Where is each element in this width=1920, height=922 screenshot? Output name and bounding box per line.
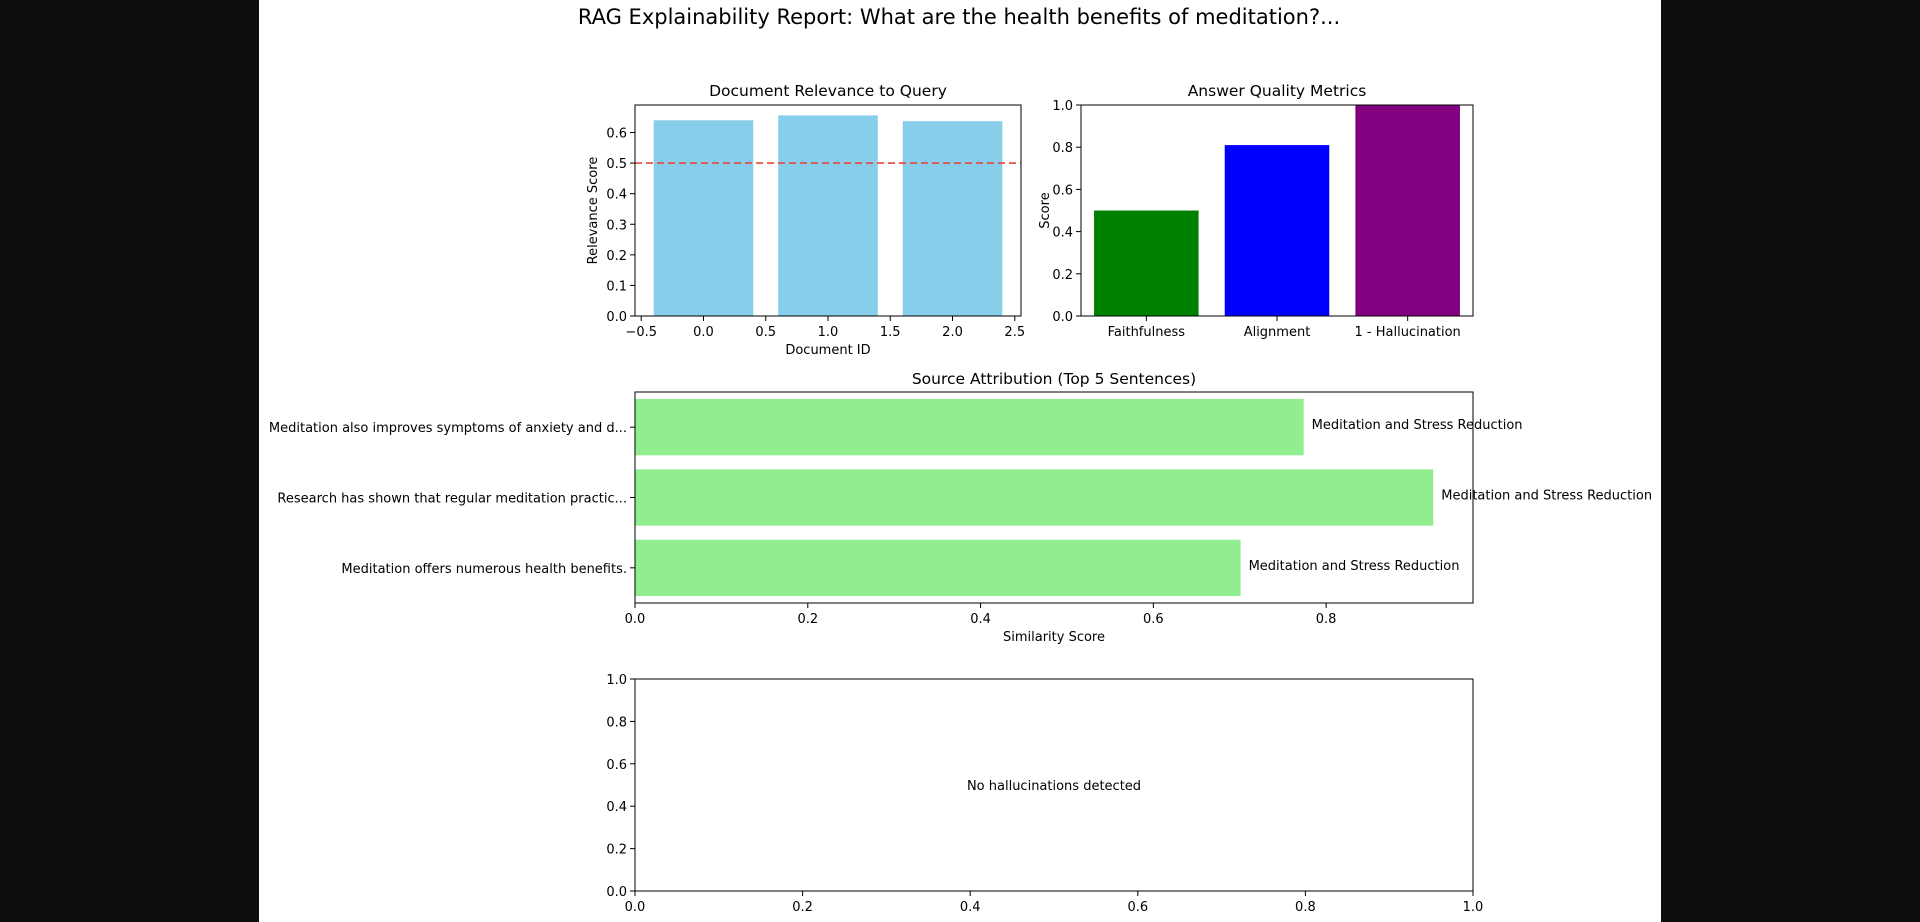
attribution-xtick-label: 0.0 — [625, 612, 646, 627]
hallucination-ytick-label: 0.4 — [606, 800, 627, 815]
relevance-ylabel: Relevance Score — [586, 157, 601, 265]
hallucination-ytick-label: 0.2 — [606, 843, 627, 858]
quality-category-label: Faithfulness — [1108, 325, 1186, 340]
attribution-xtick-label: 0.8 — [1316, 612, 1337, 627]
relevance-ytick-label: 0.0 — [606, 310, 627, 325]
quality-category-label: 1 - Hallucination — [1355, 325, 1461, 340]
hallucination-xtick-label: 1.0 — [1463, 900, 1484, 915]
hallucination-ytick-label: 0.8 — [606, 715, 627, 730]
quality-ytick-label: 1.0 — [1052, 99, 1073, 114]
relevance-xtick-label: 0.0 — [693, 325, 714, 340]
relevance-ytick-label: 0.3 — [606, 218, 627, 233]
quality-ytick-label: 0.4 — [1052, 226, 1073, 241]
quality-bar — [1224, 145, 1330, 316]
attribution-xtick-label: 0.2 — [797, 612, 818, 627]
relevance-title: Document Relevance to Query — [709, 82, 947, 100]
attribution-xlabel: Similarity Score — [1003, 630, 1105, 645]
relevance-ytick-label: 0.5 — [606, 157, 627, 172]
figure-svg: RAG Explainability Report: What are the … — [269, 5, 1652, 915]
relevance-ytick-label: 0.4 — [606, 188, 627, 203]
relevance-xtick-label: 1.5 — [880, 325, 901, 340]
relevance-xtick-label: 2.0 — [942, 325, 963, 340]
quality-ytick-label: 0.0 — [1052, 310, 1073, 325]
relevance-ytick-label: 0.6 — [606, 127, 627, 142]
attribution-plot-frame — [634, 391, 1474, 604]
quality-ytick-label: 0.8 — [1052, 141, 1073, 156]
hallucination-ytick-label: 1.0 — [606, 673, 627, 688]
hallucination-xtick-label: 0.6 — [1127, 900, 1148, 915]
relevance-xlabel: Document ID — [785, 343, 870, 358]
quality-ytick-label: 0.2 — [1052, 268, 1073, 283]
attribution-xtick-label: 0.4 — [970, 612, 991, 627]
relevance-xtick-label: 1.0 — [818, 325, 839, 340]
figure-canvas: RAG Explainability Report: What are the … — [259, 0, 1661, 922]
quality-bar — [1094, 210, 1199, 316]
relevance-bar — [902, 121, 1003, 316]
hallucination-xtick-label: 0.4 — [960, 900, 981, 915]
hallucination-xtick-label: 0.0 — [625, 900, 646, 915]
quality-ytick-label: 0.6 — [1052, 183, 1073, 198]
relevance-ytick-label: 0.1 — [606, 279, 627, 294]
relevance-chart: −0.5 0.0 0.5 1.0 1.5 2.0 2.50.00.10.20.30.40.5… — [586, 82, 1025, 358]
attribution-title: Source Attribution (Top 5 Sentences) — [912, 370, 1196, 388]
attribution-sentence-label: Research has shown that regular meditati… — [277, 492, 627, 507]
attribution-source-label: Meditation and Stress Reduction — [1312, 418, 1523, 433]
attribution-source-label: Meditation and Stress Reduction — [1249, 559, 1460, 574]
relevance-xtick-label: 2.5 — [1004, 325, 1025, 340]
attribution-bar — [635, 469, 1434, 526]
quality-bar — [1355, 105, 1460, 316]
hallucination-ytick-label: 0.6 — [606, 758, 627, 773]
relevance-bar — [653, 120, 754, 316]
hallucination-xtick-label: 0.8 — [1295, 900, 1316, 915]
hallucination-ytick-label: 0.0 — [606, 885, 627, 900]
source-attribution-chart: Meditation also improves symptoms of anx… — [269, 370, 1652, 645]
relevance-bar — [778, 115, 878, 317]
hallucination-xtick-label: 0.2 — [792, 900, 813, 915]
attribution-sentence-label: Meditation also improves symptoms of anx… — [269, 421, 627, 436]
attribution-bar — [635, 539, 1241, 596]
relevance-ytick-label: 0.2 — [606, 249, 627, 264]
hallucination-plot-frame — [634, 678, 1474, 892]
figure-title: RAG Explainability Report: What are the … — [578, 5, 1340, 29]
attribution-bar — [635, 399, 1304, 456]
attribution-sentence-label: Meditation offers numerous health benefi… — [341, 562, 627, 577]
attribution-source-label: Meditation and Stress Reduction — [1441, 489, 1652, 504]
relevance-xtick-label: 0.5 — [755, 325, 776, 340]
relevance-xtick-label: −0.5 — [625, 325, 657, 340]
attribution-xtick-label: 0.6 — [1143, 612, 1164, 627]
quality-ylabel: Score — [1038, 192, 1053, 228]
quality-plot-frame — [1080, 104, 1474, 317]
quality-title: Answer Quality Metrics — [1188, 82, 1367, 100]
quality-category-label: Alignment — [1244, 325, 1311, 340]
hallucination-chart: 0.0 0.2 0.4 0.6 0.8 1.0 0.0 0.2 0.4 0.6 0.8 1.0 No h… — [606, 673, 1483, 915]
quality-metrics-chart: Faithfulness Alignment 1 - Hallucination 0.… — [1038, 82, 1474, 340]
hallucination-annotation: No hallucinations detected — [967, 779, 1141, 794]
